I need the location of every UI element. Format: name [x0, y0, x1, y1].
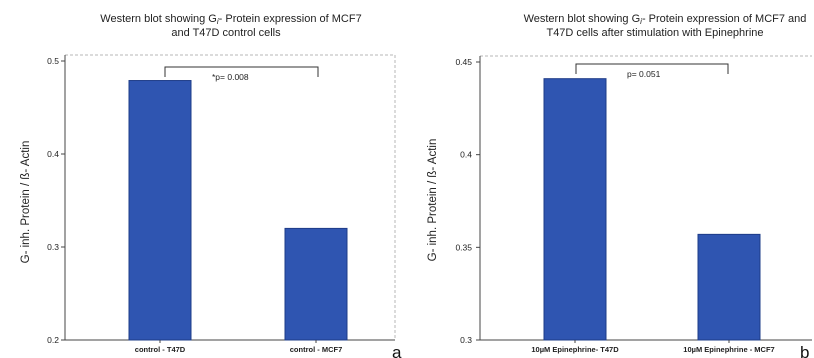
- chart-b-ytick-label: 0.4: [460, 150, 472, 160]
- chart-a-ytick-label: 0.4: [47, 149, 59, 159]
- chart-a-title-line2: and T47D control cells: [171, 27, 281, 39]
- chart-a-ytick-label: 0.5: [47, 56, 59, 66]
- chart-b-title-line2: T47D cells after stimulation with Epinep…: [546, 27, 763, 39]
- chart-b-significance-bracket: p= 0.051: [576, 64, 728, 79]
- chart-b-xtick-label: 10µM Epinephrine - MCF7: [683, 345, 774, 354]
- chart-b-yticks: 0.3 0.35 0.4 0.45: [455, 57, 480, 345]
- chart-b-bars: [544, 79, 760, 343]
- chart-a-yticks: 0.2 0.3 0.4 0.5: [47, 56, 65, 345]
- chart-a-xtick-label: control - T47D: [135, 345, 186, 354]
- chart-b: Western blot showing Gi- Protein express…: [427, 13, 812, 358]
- chart-a-panel-label: a: [392, 343, 402, 358]
- chart-a-bar-2: [285, 228, 347, 340]
- chart-b-xtick-label: 10µM Epinephrine- T47D: [531, 345, 619, 354]
- chart-b-ylabel: G- inh. Protein / ß- Actin: [427, 139, 439, 262]
- chart-b-title-line1: Western blot showing Gi- Protein express…: [524, 13, 807, 26]
- chart-b-xticks: 10µM Epinephrine- T47D 10µM Epinephrine -…: [531, 345, 774, 354]
- chart-a-title-line1: Western blot showing Gi- Protein express…: [100, 13, 361, 26]
- chart-a-ytick-label: 0.2: [47, 335, 59, 345]
- chart-a-xtick-label: control - MCF7: [290, 345, 343, 354]
- chart-a-xticks: control - T47D control - MCF7: [135, 345, 342, 354]
- chart-a-bar-1: [129, 81, 191, 340]
- chart-b-bar-1: [544, 79, 606, 340]
- chart-a: Western blot showing Gi- Protein express…: [20, 13, 402, 358]
- chart-b-bar-2: [698, 234, 760, 340]
- chart-a-pvalue: *p= 0.008: [212, 72, 249, 82]
- chart-b-panel-label: b: [800, 343, 809, 358]
- chart-b-ytick-label: 0.3: [460, 335, 472, 345]
- chart-b-axes: [480, 56, 812, 340]
- chart-a-bars: [129, 81, 347, 343]
- chart-a-ylabel: G- inh. Protein / ß- Actin: [20, 141, 32, 264]
- chart-b-ytick-label: 0.35: [455, 242, 472, 252]
- chart-a-significance-bracket: *p= 0.008: [165, 67, 318, 82]
- chart-b-pvalue: p= 0.051: [627, 69, 661, 79]
- chart-a-ytick-label: 0.3: [47, 242, 59, 252]
- chart-b-ytick-label: 0.45: [455, 57, 472, 67]
